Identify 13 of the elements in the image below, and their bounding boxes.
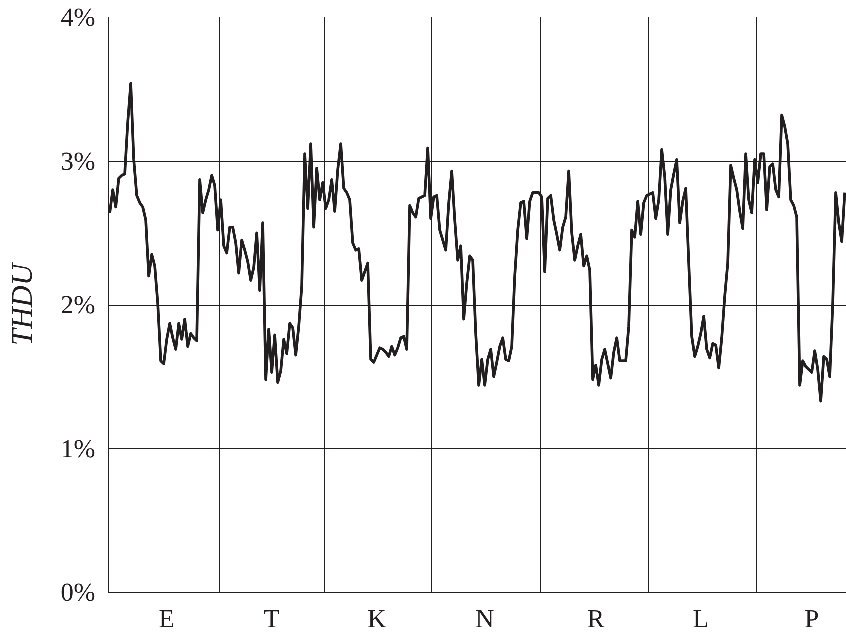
- y-tick-label: 3%: [60, 146, 96, 176]
- x-tick-label: T: [264, 604, 280, 634]
- y-tick-label: 2%: [60, 290, 96, 320]
- x-tick-label: R: [587, 604, 606, 634]
- y-axis-title: THDU: [6, 262, 39, 346]
- x-tick-label: P: [804, 604, 820, 634]
- y-tick-label: 1%: [60, 434, 96, 464]
- x-tick-label: K: [368, 604, 387, 634]
- x-tick-label: E: [159, 604, 175, 634]
- x-tick-label: L: [693, 604, 709, 634]
- y-tick-label: 4%: [60, 3, 96, 32]
- x-tick-label: N: [476, 604, 495, 634]
- y-tick-label: 0%: [60, 578, 96, 607]
